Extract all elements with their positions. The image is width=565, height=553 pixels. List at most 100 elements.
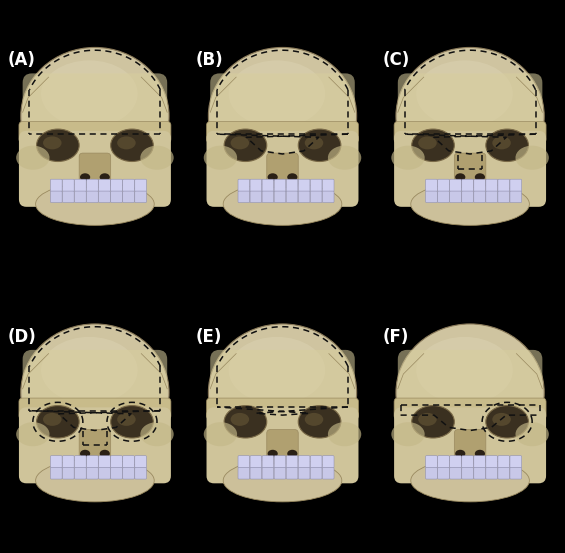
FancyBboxPatch shape — [250, 468, 262, 479]
FancyBboxPatch shape — [75, 456, 86, 468]
Ellipse shape — [475, 450, 485, 457]
FancyBboxPatch shape — [63, 456, 74, 468]
Ellipse shape — [455, 450, 466, 457]
FancyBboxPatch shape — [123, 191, 134, 202]
FancyBboxPatch shape — [238, 456, 250, 468]
FancyBboxPatch shape — [450, 456, 462, 468]
Ellipse shape — [43, 137, 62, 149]
FancyBboxPatch shape — [75, 191, 86, 202]
Ellipse shape — [396, 324, 544, 461]
Ellipse shape — [36, 459, 154, 502]
FancyBboxPatch shape — [111, 468, 123, 479]
Text: (D): (D) — [8, 327, 37, 346]
FancyBboxPatch shape — [50, 191, 62, 202]
FancyBboxPatch shape — [63, 191, 74, 202]
Ellipse shape — [224, 129, 267, 161]
FancyBboxPatch shape — [498, 191, 510, 202]
FancyBboxPatch shape — [86, 456, 98, 468]
FancyBboxPatch shape — [274, 468, 286, 479]
Ellipse shape — [305, 137, 323, 149]
Ellipse shape — [41, 60, 137, 127]
Ellipse shape — [455, 173, 466, 181]
FancyBboxPatch shape — [450, 179, 462, 191]
Ellipse shape — [418, 137, 437, 149]
FancyBboxPatch shape — [298, 456, 310, 468]
Ellipse shape — [117, 413, 136, 426]
FancyBboxPatch shape — [510, 179, 521, 191]
FancyBboxPatch shape — [323, 468, 334, 479]
FancyBboxPatch shape — [50, 179, 62, 191]
FancyBboxPatch shape — [323, 179, 334, 191]
FancyBboxPatch shape — [474, 456, 485, 468]
FancyBboxPatch shape — [425, 179, 437, 191]
FancyBboxPatch shape — [135, 468, 146, 479]
Text: (A): (A) — [8, 51, 36, 69]
FancyBboxPatch shape — [486, 191, 498, 202]
Ellipse shape — [223, 182, 342, 226]
FancyBboxPatch shape — [323, 456, 334, 468]
Ellipse shape — [41, 337, 137, 404]
Text: (C): (C) — [383, 51, 410, 69]
FancyBboxPatch shape — [111, 191, 123, 202]
Ellipse shape — [99, 173, 110, 181]
FancyBboxPatch shape — [250, 179, 262, 191]
Ellipse shape — [328, 145, 361, 170]
FancyBboxPatch shape — [498, 468, 510, 479]
FancyBboxPatch shape — [510, 468, 521, 479]
FancyBboxPatch shape — [286, 191, 298, 202]
FancyBboxPatch shape — [111, 456, 123, 468]
Ellipse shape — [418, 413, 437, 426]
Ellipse shape — [208, 48, 357, 185]
Ellipse shape — [305, 413, 323, 426]
FancyBboxPatch shape — [394, 122, 546, 143]
FancyBboxPatch shape — [19, 398, 171, 419]
Ellipse shape — [229, 60, 325, 127]
Text: (B): (B) — [195, 51, 223, 69]
FancyBboxPatch shape — [238, 179, 250, 191]
FancyBboxPatch shape — [486, 468, 498, 479]
FancyBboxPatch shape — [23, 74, 167, 140]
FancyBboxPatch shape — [267, 153, 298, 187]
Ellipse shape — [208, 324, 357, 461]
FancyBboxPatch shape — [135, 191, 146, 202]
FancyBboxPatch shape — [450, 468, 462, 479]
Ellipse shape — [287, 173, 297, 181]
FancyBboxPatch shape — [135, 179, 146, 191]
FancyBboxPatch shape — [286, 468, 298, 479]
Ellipse shape — [204, 145, 237, 170]
Ellipse shape — [396, 48, 544, 185]
Ellipse shape — [392, 422, 425, 446]
FancyBboxPatch shape — [262, 179, 274, 191]
FancyBboxPatch shape — [438, 456, 449, 468]
Ellipse shape — [111, 129, 153, 161]
FancyBboxPatch shape — [210, 350, 355, 416]
FancyBboxPatch shape — [86, 468, 98, 479]
FancyBboxPatch shape — [310, 468, 322, 479]
FancyBboxPatch shape — [238, 468, 250, 479]
Ellipse shape — [416, 60, 512, 127]
FancyBboxPatch shape — [454, 430, 486, 464]
FancyBboxPatch shape — [462, 468, 473, 479]
Ellipse shape — [37, 405, 79, 438]
Ellipse shape — [223, 459, 342, 502]
Ellipse shape — [392, 145, 425, 170]
FancyBboxPatch shape — [23, 350, 167, 416]
Ellipse shape — [412, 129, 454, 161]
FancyBboxPatch shape — [79, 430, 111, 464]
Ellipse shape — [268, 173, 278, 181]
FancyBboxPatch shape — [286, 179, 298, 191]
FancyBboxPatch shape — [123, 468, 134, 479]
Ellipse shape — [80, 173, 90, 181]
FancyBboxPatch shape — [207, 398, 358, 419]
FancyBboxPatch shape — [274, 456, 286, 468]
FancyBboxPatch shape — [19, 408, 171, 483]
FancyBboxPatch shape — [207, 408, 358, 483]
Ellipse shape — [411, 182, 529, 226]
FancyBboxPatch shape — [79, 153, 111, 187]
Ellipse shape — [328, 422, 361, 446]
FancyBboxPatch shape — [425, 468, 437, 479]
Ellipse shape — [416, 337, 512, 404]
Ellipse shape — [111, 405, 153, 438]
Ellipse shape — [43, 413, 62, 426]
FancyBboxPatch shape — [425, 456, 437, 468]
